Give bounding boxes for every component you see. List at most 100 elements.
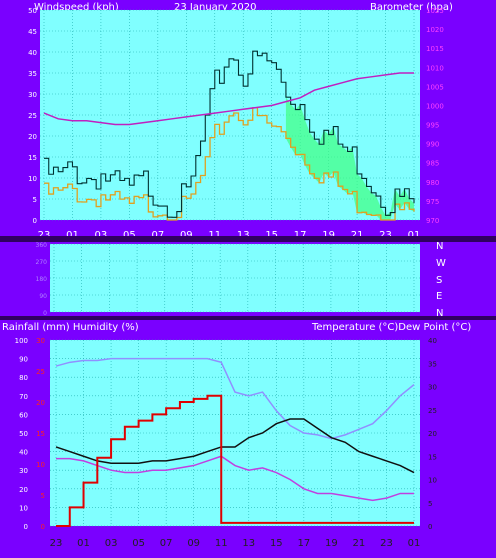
temp-grid	[50, 339, 420, 527]
series-barometer	[43, 72, 414, 126]
temp-y-tick: 25	[428, 407, 437, 415]
temp-x-tick: 07	[160, 538, 173, 549]
chart-date: 23 January 2020	[174, 2, 256, 13]
temp-y-tick: 35	[428, 360, 437, 368]
rain-y-tick: 20	[36, 399, 45, 407]
direction-grid	[50, 243, 420, 313]
wind-y-tick: 45	[28, 28, 37, 36]
wind-x-tick: 23	[379, 230, 392, 241]
barometer-axis-label: Barometer (hpa)	[370, 2, 453, 13]
rain-y-tick: 5	[41, 492, 45, 500]
direction-y-tick: 180	[36, 276, 48, 283]
temp-y-tick: 5	[428, 500, 432, 508]
humidity-y-tick: 80	[19, 374, 28, 382]
temp-x-tick: 23	[380, 538, 393, 549]
rain-y-tick: 10	[36, 461, 45, 469]
series-dew-point	[56, 455, 414, 502]
wind-x-tick: 09	[180, 230, 193, 241]
rain-y-tick: 15	[36, 430, 45, 438]
wind-y-tick: 5	[33, 196, 37, 204]
temp-x-tick: 17	[297, 538, 310, 549]
direction-y-tick: 0	[43, 310, 47, 317]
barometer-y-tick: 995	[426, 122, 439, 130]
wind-y-tick: 35	[28, 70, 37, 78]
wind-x-tick: 07	[151, 230, 164, 241]
temp-x-tick: 15	[270, 538, 283, 549]
direction-letter-e: E	[436, 291, 442, 302]
temp-x-tick: 05	[132, 538, 145, 549]
barometer-y-tick: 1020	[426, 26, 444, 34]
barometer-y-tick: 985	[426, 160, 439, 168]
humidity-y-tick: 100	[15, 337, 28, 345]
rain-y-tick: 25	[36, 368, 45, 376]
panel-separator-2	[0, 316, 496, 320]
barometer-y-tick: 1000	[426, 102, 444, 110]
series-wind-gust	[44, 50, 415, 218]
humidity-y-tick: 90	[19, 356, 28, 364]
temp-y-tick: 0	[428, 523, 432, 531]
temp-plot-area	[50, 340, 420, 526]
direction-letter-w: W	[436, 258, 446, 269]
series-temperature	[55, 418, 415, 474]
temp-x-tick: 19	[325, 538, 338, 549]
wind-x-tick: 19	[322, 230, 335, 241]
wind-y-tick: 25	[28, 112, 37, 120]
barometer-y-tick: 1010	[426, 64, 444, 72]
temp-x-tick: 21	[353, 538, 366, 549]
direction-letter-s: S	[436, 275, 442, 286]
wind-x-tick: 17	[294, 230, 307, 241]
wind-x-tick: 15	[265, 230, 278, 241]
wind-y-tick: 0	[33, 217, 37, 225]
panel-separator-1	[0, 236, 496, 242]
temp-y-tick: 20	[428, 430, 437, 438]
wind-x-tick: 05	[123, 230, 136, 241]
wind-x-tick: 11	[208, 230, 221, 241]
humidity-y-tick: 60	[19, 411, 28, 419]
wind-y-tick: 10	[28, 175, 37, 183]
humidity-y-tick: 20	[19, 486, 28, 494]
temp-x-tick: 01	[77, 538, 90, 549]
temp-y-tick: 30	[428, 384, 437, 392]
direction-y-tick: 270	[36, 259, 48, 266]
barometer-y-tick: 980	[426, 179, 439, 187]
axis-tick-labels: 0510152025303540455097097598098599099510…	[15, 7, 444, 549]
humidity-y-tick: 10	[19, 504, 28, 512]
wind-x-tick: 01	[66, 230, 79, 241]
wind-x-tick: 13	[237, 230, 250, 241]
series-wind-average	[44, 107, 415, 221]
humidity-y-tick: 40	[19, 449, 28, 457]
direction-letter-n-top: N	[436, 241, 443, 252]
wind-y-tick: 40	[28, 49, 37, 57]
humidity-y-tick: 50	[19, 430, 28, 438]
temp-y-tick: 10	[428, 477, 437, 485]
wind-y-tick: 20	[28, 133, 37, 141]
rain-y-tick: 30	[36, 337, 45, 345]
humidity-y-tick: 0	[24, 523, 28, 531]
barometer-y-tick: 990	[426, 141, 439, 149]
temp-x-tick: 23	[50, 538, 63, 549]
humidity-y-tick: 70	[19, 393, 28, 401]
rain-y-tick: 0	[41, 523, 45, 531]
direction-y-tick: 90	[39, 293, 47, 300]
direction-plot-area	[50, 244, 420, 312]
barometer-y-tick: 1015	[426, 45, 444, 53]
wind-x-tick: 03	[95, 230, 108, 241]
temp-y-tick: 40	[428, 337, 437, 345]
wind-y-tick: 30	[28, 91, 37, 99]
temp-x-tick: 09	[187, 538, 200, 549]
wind-y-tick: 50	[28, 7, 37, 15]
rain-humidity-axis-label: Rainfall (mm) Humidity (%)	[2, 322, 139, 333]
barometer-y-tick: 975	[426, 198, 439, 206]
direction-y-tick: 360	[36, 242, 48, 249]
wind-x-tick: 01	[408, 230, 421, 241]
temp-y-tick: 15	[428, 453, 437, 461]
wind-y-tick: 15	[28, 154, 37, 162]
direction-letter-n-bottom: N	[436, 308, 443, 319]
wind-series	[43, 50, 415, 221]
temperature-axis-label: Temperature (°C)Dew Point (°C)	[311, 322, 471, 333]
temp-x-tick: 01	[408, 538, 421, 549]
wind-axis-label: Windspeed (kph)	[34, 2, 119, 13]
temp-x-tick: 03	[105, 538, 118, 549]
